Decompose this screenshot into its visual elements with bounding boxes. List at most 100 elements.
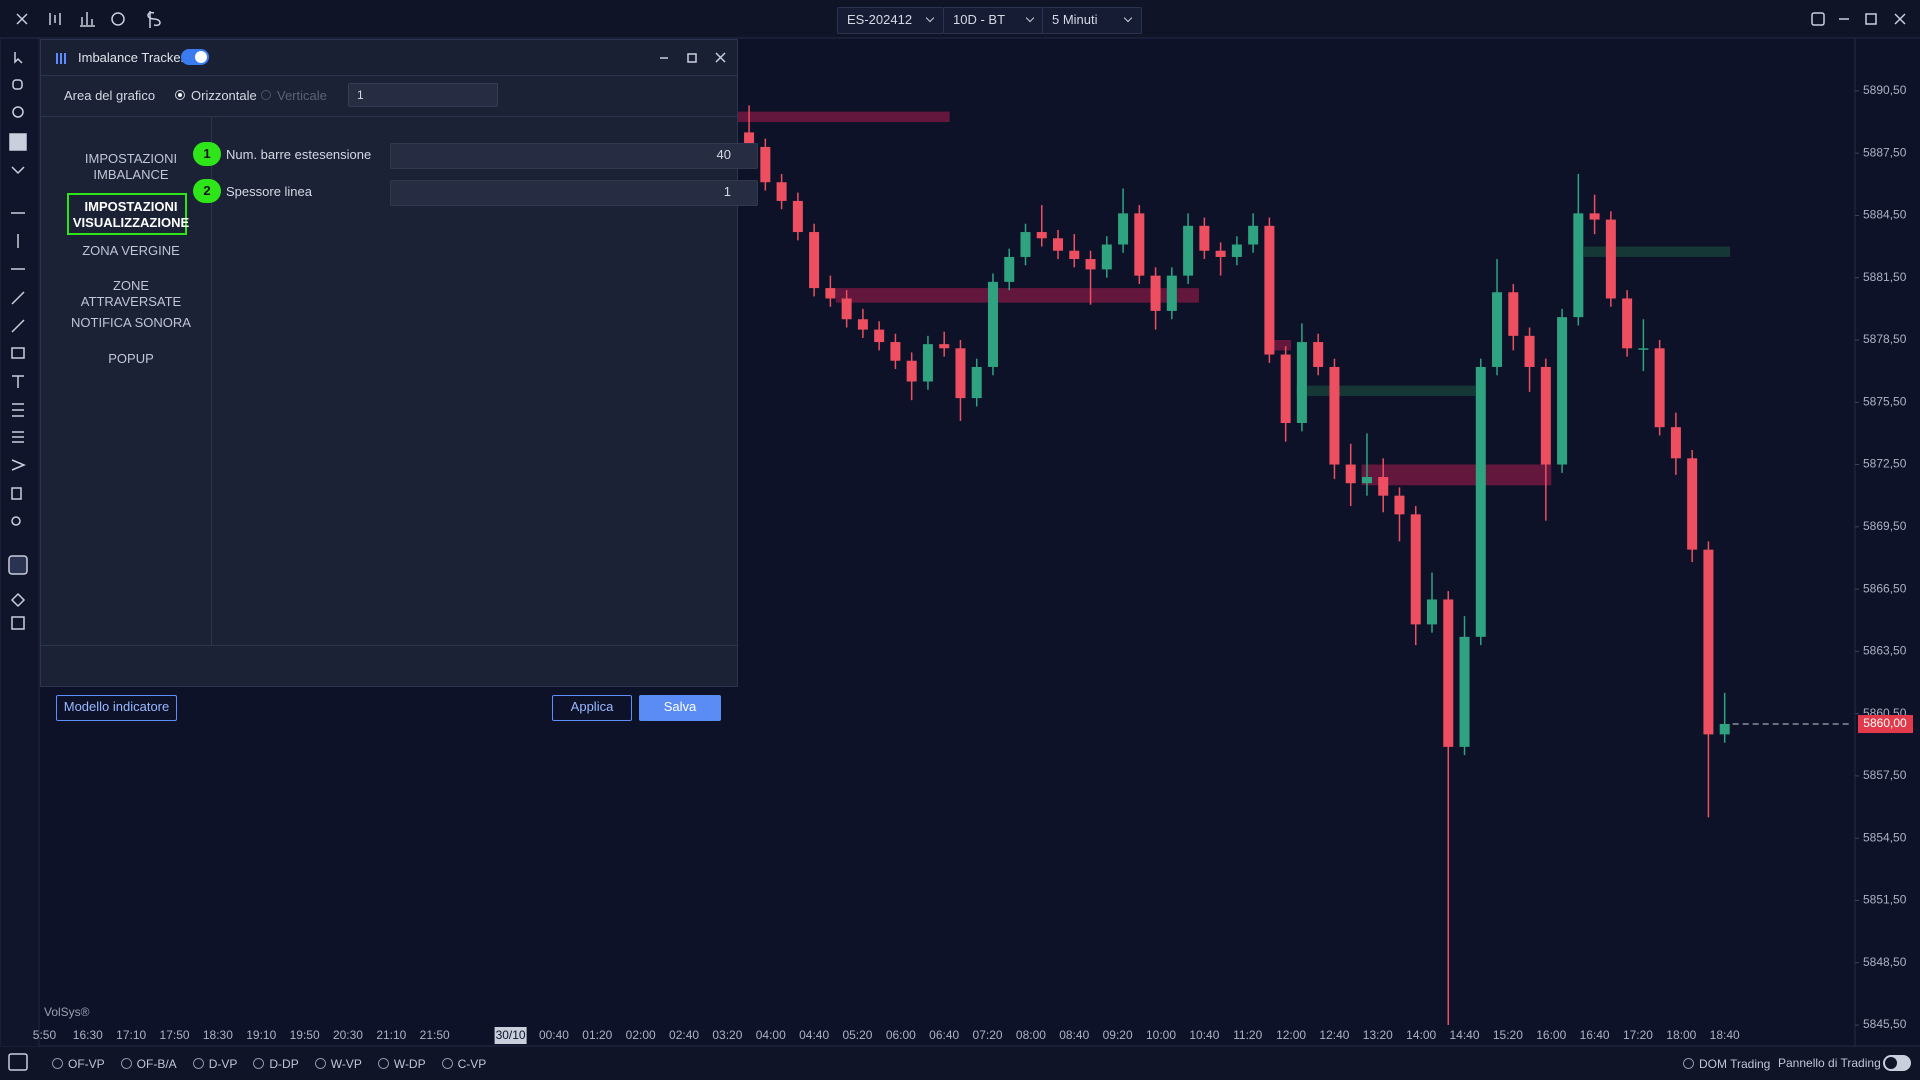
x-tick-label: 06:00 <box>886 1028 916 1042</box>
orientation-option[interactable]: Verticale <box>277 88 327 103</box>
menu-item[interactable]: NOTIFICA SONORA <box>71 315 191 330</box>
candle-body <box>809 232 820 289</box>
x-tick-label: 12:00 <box>1276 1028 1306 1042</box>
bars-icon[interactable] <box>80 12 95 27</box>
maximize-icon[interactable] <box>1865 13 1877 25</box>
candle-body <box>1280 354 1291 424</box>
tool-zoom[interactable] <box>12 106 24 118</box>
setting-input[interactable]: 40 <box>390 143 758 169</box>
tool-arrow[interactable] <box>11 459 26 471</box>
candle-body <box>1670 427 1681 459</box>
currency-icon[interactable] <box>147 11 161 28</box>
tool-rect[interactable] <box>11 347 25 359</box>
radio-dot <box>178 93 182 97</box>
bottom-icon[interactable] <box>8 1053 28 1071</box>
dialog-titlebar: Imbalance Tracker <box>41 40 737 76</box>
y-tick-label: 5878,50 <box>1863 332 1907 346</box>
x-tick-label: 30/10 <box>496 1028 526 1042</box>
candle-body <box>1264 225 1275 355</box>
tool-channel[interactable] <box>11 319 25 333</box>
x-tick-label: 19:10 <box>246 1028 276 1042</box>
tool-trend[interactable] <box>11 291 25 305</box>
radio-vertical[interactable] <box>261 90 271 100</box>
candle-body <box>1573 213 1584 318</box>
candle-body <box>1313 342 1324 367</box>
x-tick-label: 15:20 <box>1493 1028 1523 1042</box>
candle-body <box>939 344 950 349</box>
y-tick-label: 5887,50 <box>1863 145 1907 159</box>
tool-text[interactable] <box>12 375 24 388</box>
menu-item[interactable]: IMPOSTAZIONI IMBALANCE <box>84 151 178 182</box>
dialog-close[interactable] <box>715 52 726 63</box>
candle-body <box>1605 219 1616 299</box>
dom-trading[interactable]: DOM Trading <box>1683 1047 1770 1080</box>
candle-body <box>1053 238 1064 251</box>
x-tick-label: 08:40 <box>1059 1028 1089 1042</box>
x-tick-label: 17:10 <box>116 1028 146 1042</box>
tool-pointer[interactable] <box>14 52 23 64</box>
tool-lock[interactable] <box>8 555 28 575</box>
candle-body <box>1085 259 1096 270</box>
candle-body <box>1004 256 1015 282</box>
candle-body <box>1622 298 1633 349</box>
candle-body <box>1248 225 1259 245</box>
tool-order[interactable] <box>11 487 22 500</box>
study-toggle[interactable]: D-VP <box>193 1047 238 1080</box>
study-toggle[interactable]: OF-B/A <box>121 1047 177 1080</box>
menu-item[interactable]: POPUP <box>108 351 154 366</box>
x-tick-label: 21:50 <box>420 1028 450 1042</box>
orientation-option[interactable]: Orizzontale <box>191 88 257 103</box>
candle-body <box>1540 366 1551 465</box>
apply-button[interactable]: Applica <box>552 695 632 721</box>
instrument-select[interactable]: ES-202412 <box>837 7 944 34</box>
window-close-icon[interactable] <box>1894 13 1906 25</box>
tool-cross[interactable] <box>9 133 27 151</box>
chart-area-select[interactable]: 1 <box>348 83 498 107</box>
study-toggle[interactable]: W-DP <box>378 1047 426 1080</box>
radio-horizontal[interactable] <box>175 90 185 100</box>
menu-item[interactable]: IMPOSTAZIONI VISUALIZZAZIONE <box>72 199 190 230</box>
tool-lines[interactable] <box>12 431 24 443</box>
study-toggle[interactable]: OF-VP <box>52 1047 105 1080</box>
y-tick-label: 5854,50 <box>1863 830 1907 844</box>
menu-item[interactable]: ZONE ATTRAVERSATE <box>80 278 182 309</box>
layout-icon[interactable] <box>1811 12 1825 26</box>
tool-magnet[interactable] <box>11 166 25 175</box>
save-button[interactable]: Salva <box>639 695 721 721</box>
candle-body <box>792 200 803 233</box>
tool-eraser[interactable] <box>10 592 26 608</box>
study-toggle[interactable]: W-VP <box>315 1047 362 1080</box>
indicator-toggle[interactable] <box>181 49 209 65</box>
candle-body <box>1020 232 1031 257</box>
candle-body <box>1410 514 1421 625</box>
template-button[interactable]: Modello indicatore <box>56 695 177 721</box>
x-tick-label: 08:00 <box>1016 1028 1046 1042</box>
x-tick-label: 01:20 <box>582 1028 612 1042</box>
tool-alert[interactable] <box>11 516 21 526</box>
y-tick-label: 5890,50 <box>1863 83 1907 97</box>
tool-hand[interactable] <box>12 79 23 90</box>
x-tick-label: 17:20 <box>1623 1028 1653 1042</box>
study-toggle[interactable]: C-VP <box>442 1047 487 1080</box>
study-toggle[interactable]: D-DP <box>253 1047 298 1080</box>
settings-icon[interactable] <box>111 12 125 26</box>
tool-layers[interactable] <box>11 616 25 630</box>
setting-input[interactable]: 1 <box>390 180 758 206</box>
close-icon[interactable] <box>16 13 28 25</box>
panel-toggle-knob <box>1885 1057 1897 1069</box>
separator <box>41 645 737 646</box>
indicator-dialog: Imbalance Tracker Area del grafico Orizz… <box>40 39 758 721</box>
x-tick-label: 10:00 <box>1146 1028 1176 1042</box>
x-tick-label: 06:40 <box>929 1028 959 1042</box>
dialog-icon <box>56 53 66 64</box>
menu-item[interactable]: ZONA VERGINE <box>82 243 180 258</box>
timeframe-select[interactable]: 5 Minuti <box>1042 7 1142 34</box>
tool-fib[interactable] <box>12 403 24 417</box>
dialog-maximize[interactable] <box>687 53 697 63</box>
x-tick-label: 03:20 <box>712 1028 742 1042</box>
candles-icon[interactable] <box>49 13 61 25</box>
candle-body <box>1394 495 1405 515</box>
range-select[interactable]: 10D - BT <box>943 7 1044 34</box>
x-tick-label: 09:20 <box>1103 1028 1133 1042</box>
y-tick-label: 5845,50 <box>1863 1017 1907 1031</box>
